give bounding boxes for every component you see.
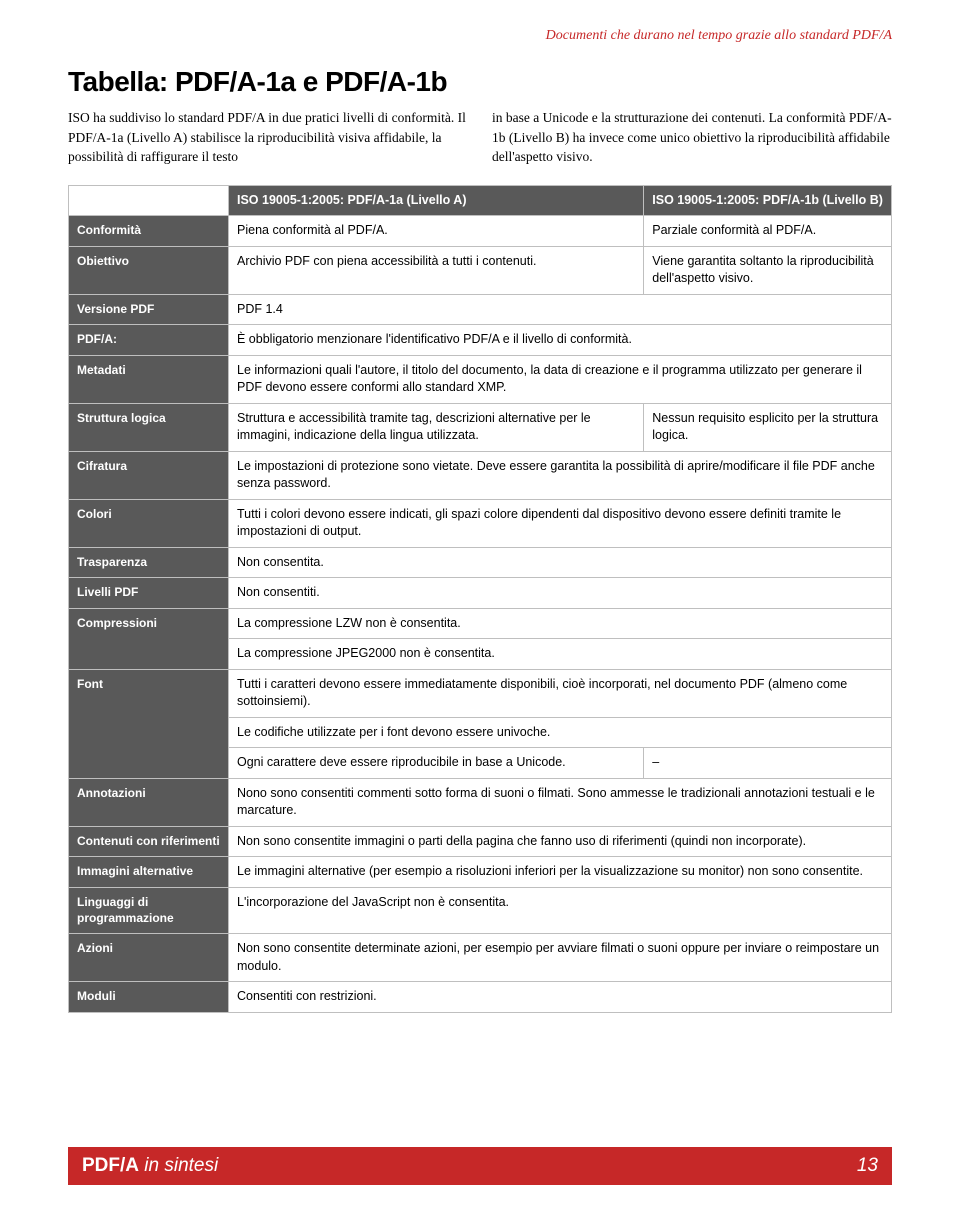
cell: Ogni carattere deve essere riproducibile… bbox=[229, 748, 644, 779]
cell: È obbligatorio menzionare l'identificati… bbox=[229, 325, 892, 356]
row-label: Moduli bbox=[69, 982, 229, 1013]
running-header: Documenti che durano nel tempo grazie al… bbox=[68, 28, 892, 44]
table-row: Font Tutti i caratteri devono essere imm… bbox=[69, 669, 892, 717]
col-header-a: ISO 19005-1:2005: PDF/A-1a (Livello A) bbox=[229, 185, 644, 216]
table-row: Linguaggi di programmazione L'incorporaz… bbox=[69, 887, 892, 934]
page-title: Tabella: PDF/A-1a e PDF/A-1b bbox=[68, 66, 892, 98]
table-row: Conformità Piena conformità al PDF/A. Pa… bbox=[69, 216, 892, 247]
row-label: Trasparenza bbox=[69, 547, 229, 578]
footer-title: PDF/A in sintesi bbox=[82, 1155, 218, 1177]
row-label: Metadati bbox=[69, 355, 229, 403]
cell: Tutti i colori devono essere indicati, g… bbox=[229, 499, 892, 547]
row-label: Colori bbox=[69, 499, 229, 547]
table-row: Immagini alternative Le immagini alterna… bbox=[69, 857, 892, 888]
table-row: Compressioni La compressione LZW non è c… bbox=[69, 608, 892, 639]
cell: L'incorporazione del JavaScript non è co… bbox=[229, 887, 892, 934]
cell: La compressione JPEG2000 non è consentit… bbox=[229, 639, 892, 670]
row-label: Font bbox=[69, 669, 229, 778]
cell: – bbox=[644, 748, 892, 779]
cell: Non consentiti. bbox=[229, 578, 892, 609]
cell: Le codifiche utilizzate per i font devon… bbox=[229, 717, 892, 748]
cell: Archivio PDF con piena accessibilità a t… bbox=[229, 246, 644, 294]
cell: Le informazioni quali l'autore, il titol… bbox=[229, 355, 892, 403]
table-row: Cifratura Le impostazioni di protezione … bbox=[69, 451, 892, 499]
table-row: Colori Tutti i colori devono essere indi… bbox=[69, 499, 892, 547]
row-label: Azioni bbox=[69, 934, 229, 982]
table-row: Metadati Le informazioni quali l'autore,… bbox=[69, 355, 892, 403]
row-label: Contenuti con riferimenti bbox=[69, 826, 229, 857]
cell: Nono sono consentiti commenti sotto form… bbox=[229, 778, 892, 826]
row-label: Immagini alternative bbox=[69, 857, 229, 888]
table-row: Trasparenza Non consentita. bbox=[69, 547, 892, 578]
row-label: Versione PDF bbox=[69, 294, 229, 325]
row-label: Cifratura bbox=[69, 451, 229, 499]
row-label: Compressioni bbox=[69, 608, 229, 669]
table-row: Contenuti con riferimenti Non sono conse… bbox=[69, 826, 892, 857]
cell: PDF 1.4 bbox=[229, 294, 892, 325]
cell: Non consentita. bbox=[229, 547, 892, 578]
cell: Consentiti con restrizioni. bbox=[229, 982, 892, 1013]
cell: Tutti i caratteri devono essere immediat… bbox=[229, 669, 892, 717]
row-label: Annotazioni bbox=[69, 778, 229, 826]
row-label: Struttura logica bbox=[69, 403, 229, 451]
col-header-b: ISO 19005-1:2005: PDF/A-1b (Livello B) bbox=[644, 185, 892, 216]
table-row: Azioni Non sono consentite determinate a… bbox=[69, 934, 892, 982]
intro-columns: ISO ha suddiviso lo standard PDF/A in du… bbox=[68, 108, 892, 167]
row-label: Obiettivo bbox=[69, 246, 229, 294]
cell: Le immagini alternative (per esempio a r… bbox=[229, 857, 892, 888]
cell: Le impostazioni di protezione sono vieta… bbox=[229, 451, 892, 499]
table-row: Versione PDF PDF 1.4 bbox=[69, 294, 892, 325]
cell: Parziale conformità al PDF/A. bbox=[644, 216, 892, 247]
cell: Piena conformità al PDF/A. bbox=[229, 216, 644, 247]
cell: Viene garantita soltanto la riproducibil… bbox=[644, 246, 892, 294]
row-label: Livelli PDF bbox=[69, 578, 229, 609]
row-label: PDF/A: bbox=[69, 325, 229, 356]
table-row: PDF/A: È obbligatorio menzionare l'ident… bbox=[69, 325, 892, 356]
intro-right: in base a Unicode e la strutturazione de… bbox=[492, 108, 892, 167]
intro-left: ISO ha suddiviso lo standard PDF/A in du… bbox=[68, 108, 468, 167]
footer-title-italic: in sintesi bbox=[139, 1155, 218, 1176]
table-row: Moduli Consentiti con restrizioni. bbox=[69, 982, 892, 1013]
table-row: Struttura logica Struttura e accessibili… bbox=[69, 403, 892, 451]
cell: Nessun requisito esplicito per la strutt… bbox=[644, 403, 892, 451]
cell: La compressione LZW non è consentita. bbox=[229, 608, 892, 639]
row-label: Linguaggi di programmazione bbox=[69, 887, 229, 934]
spec-table: ISO 19005-1:2005: PDF/A-1a (Livello A) I… bbox=[68, 185, 892, 1013]
footer-title-bold: PDF/A bbox=[82, 1155, 139, 1176]
table-row: Obiettivo Archivio PDF con piena accessi… bbox=[69, 246, 892, 294]
table-row: Annotazioni Nono sono consentiti comment… bbox=[69, 778, 892, 826]
cell: Struttura e accessibilità tramite tag, d… bbox=[229, 403, 644, 451]
cell: Non sono consentite determinate azioni, … bbox=[229, 934, 892, 982]
footer: PDF/A in sintesi 13 bbox=[0, 1147, 960, 1207]
cell: Non sono consentite immagini o parti del… bbox=[229, 826, 892, 857]
table-corner bbox=[69, 185, 229, 216]
table-row: Livelli PDF Non consentiti. bbox=[69, 578, 892, 609]
row-label: Conformità bbox=[69, 216, 229, 247]
page-number: 13 bbox=[857, 1155, 878, 1177]
